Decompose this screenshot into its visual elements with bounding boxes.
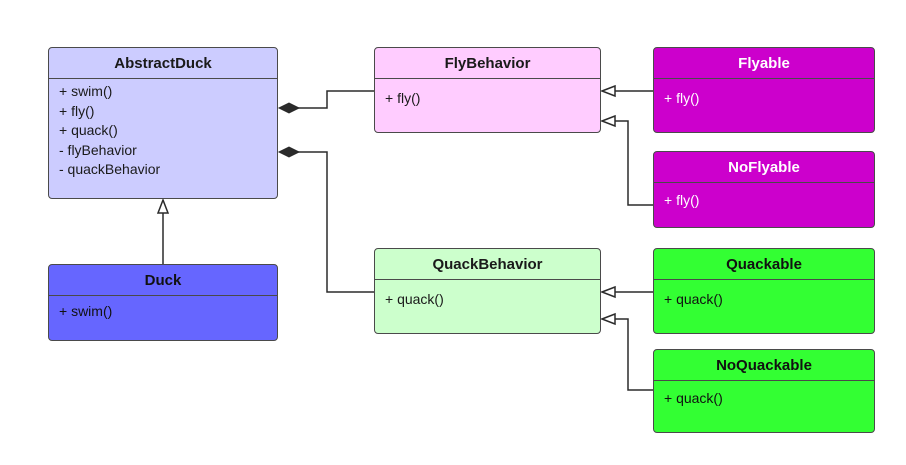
realization-noquackable-quackbehavior [599, 312, 653, 391]
class-name: Flyable [654, 48, 874, 79]
hollow-triangle-arrowhead [156, 197, 170, 214]
class-noquackable[interactable]: NoQuackable + quack() [653, 349, 875, 433]
field-quackbehavior: - quackBehavior [59, 161, 161, 177]
method-quack: + quack() [385, 291, 444, 307]
class-name: NoQuackable [654, 350, 874, 381]
class-name: FlyBehavior [375, 48, 600, 79]
method-quack: + quack() [59, 122, 118, 138]
class-flyable[interactable]: Flyable + fly() [653, 47, 875, 133]
realization-quackable-quackbehavior [599, 285, 653, 299]
class-members: + quack() [375, 280, 600, 310]
class-name: Duck [49, 265, 277, 296]
field-flybehavior: - flyBehavior [59, 141, 137, 158]
class-abstractduck[interactable]: AbstractDuck + swim() + fly() + quack() … [48, 47, 278, 199]
class-members: + swim() + fly() + quack() - flyBehavior… [49, 79, 277, 180]
generalization-duck-abstractduck [156, 197, 170, 264]
method-fly: + fly() [385, 90, 421, 106]
class-members: + quack() [654, 381, 874, 409]
hollow-triangle-arrowhead [599, 312, 616, 326]
class-flybehavior[interactable]: FlyBehavior + fly() [374, 47, 601, 133]
composition-abstractduck-quackbehavior [277, 146, 374, 293]
realization-noflyable-flybehavior [599, 114, 653, 206]
method-fly: + fly() [664, 192, 700, 208]
class-members: + quack() [654, 280, 874, 310]
class-name: Quackable [654, 249, 874, 280]
class-members: + swim() [49, 296, 277, 322]
method-quack: + quack() [664, 291, 723, 307]
class-quackable[interactable]: Quackable + quack() [653, 248, 875, 334]
class-noflyable[interactable]: NoFlyable + fly() [653, 151, 875, 228]
class-members: + fly() [654, 79, 874, 109]
class-duck[interactable]: Duck + swim() [48, 264, 278, 341]
method-fly: + fly() [59, 102, 95, 119]
method-swim: + swim() [59, 303, 113, 319]
hollow-triangle-arrowhead [599, 114, 616, 128]
method-swim: + swim() [59, 83, 113, 99]
hollow-triangle-arrowhead [599, 285, 616, 299]
class-quackbehavior[interactable]: QuackBehavior + quack() [374, 248, 601, 334]
connector-line [615, 120, 653, 206]
class-name: AbstractDuck [49, 48, 277, 79]
realization-flyable-flybehavior [599, 84, 653, 98]
hollow-triangle-arrowhead [599, 84, 616, 98]
composition-abstractduck-flybehavior [277, 90, 374, 114]
class-members: + fly() [375, 79, 600, 109]
method-fly: + fly() [664, 90, 700, 106]
class-name: QuackBehavior [375, 249, 600, 280]
class-name: NoFlyable [654, 152, 874, 183]
class-members: + fly() [654, 183, 874, 211]
connector-line [298, 90, 374, 109]
composition-diamond [277, 146, 301, 158]
connector-line [615, 318, 653, 391]
connector-line [298, 151, 374, 293]
method-quack: + quack() [664, 390, 723, 406]
composition-diamond [277, 102, 301, 114]
